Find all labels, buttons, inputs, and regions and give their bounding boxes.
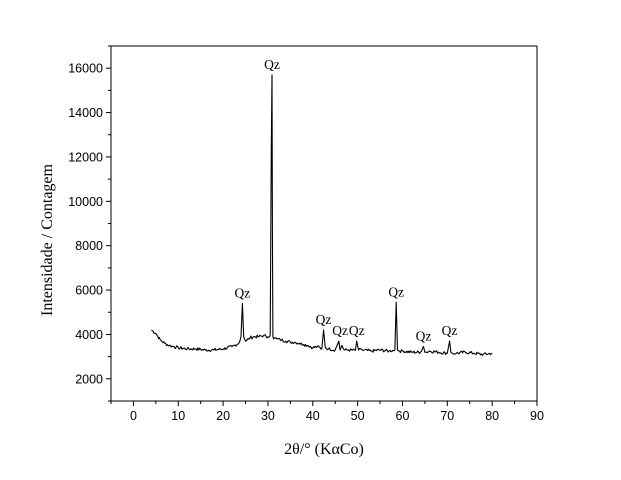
axis-tick-labels: 0 10 20 30 40 50 60 70 80 90 2000 4000 6000 8000 10000… bbox=[68, 62, 544, 423]
y-tick-label: 10000 bbox=[68, 195, 103, 209]
x-tick-label: 0 bbox=[130, 409, 137, 423]
x-tick-label: 70 bbox=[440, 409, 454, 423]
peak-label-qz: Qz bbox=[388, 284, 404, 299]
peak-label-qz: Qz bbox=[442, 323, 458, 338]
x-tick-label: 90 bbox=[530, 409, 544, 423]
x-axis-title: 2θ/° (KαCo) bbox=[284, 441, 364, 458]
y-tick-label: 16000 bbox=[68, 62, 103, 76]
x-tick-label: 80 bbox=[485, 409, 499, 423]
x-tick-label: 30 bbox=[261, 409, 275, 423]
peak-label-qz: Qz bbox=[349, 323, 365, 338]
peak-label-qz: Qz bbox=[332, 323, 348, 338]
peak-label-qz: Qz bbox=[416, 329, 432, 344]
peak-label-qz: Qz bbox=[316, 312, 332, 327]
axis-ticks bbox=[106, 45, 538, 406]
y-tick-label: 6000 bbox=[75, 284, 103, 298]
diffraction-pattern-line bbox=[151, 74, 493, 356]
y-axis-title: Intensidade / Contagem bbox=[39, 163, 56, 316]
x-tick-label: 50 bbox=[351, 409, 365, 423]
y-tick-label: 8000 bbox=[75, 239, 103, 253]
peak-label-qz: Qz bbox=[264, 57, 280, 72]
peak-label-qz: Qz bbox=[235, 285, 251, 300]
y-tick-label: 14000 bbox=[68, 106, 103, 120]
x-tick-label: 40 bbox=[306, 409, 320, 423]
x-tick-label: 20 bbox=[216, 409, 230, 423]
x-tick-label: 60 bbox=[396, 409, 410, 423]
y-tick-label: 2000 bbox=[75, 372, 103, 386]
x-tick-label: 10 bbox=[171, 409, 185, 423]
y-tick-label: 12000 bbox=[68, 150, 103, 164]
y-tick-label: 4000 bbox=[75, 328, 103, 342]
